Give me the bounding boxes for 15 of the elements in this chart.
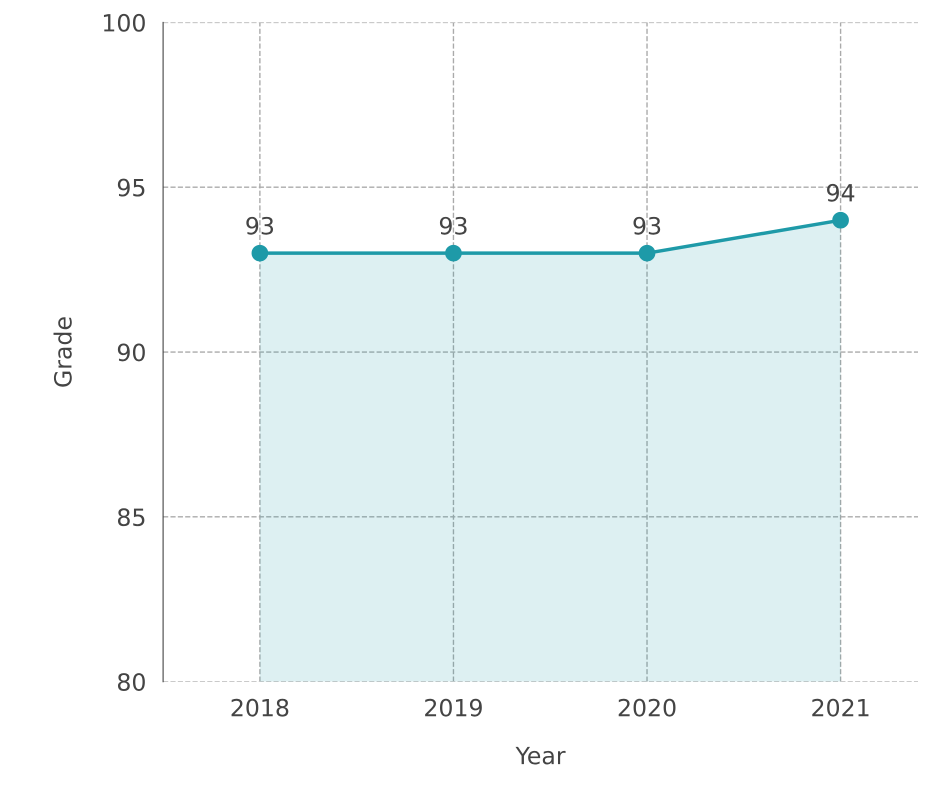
x-tick-label: 2019: [425, 698, 482, 717]
data-label: 93: [633, 216, 660, 235]
data-label: 93: [246, 216, 274, 235]
data-label: 94: [827, 184, 854, 202]
y-tick-label: 95: [118, 178, 144, 197]
x-tick-label: 2021: [812, 698, 868, 717]
y-tick-label: 85: [118, 508, 144, 526]
x-tick-label: 2018: [232, 698, 288, 717]
x-tick-label: 2020: [618, 698, 676, 717]
x-axis-title: Year: [516, 746, 566, 764]
y-tick-label: 90: [118, 343, 145, 362]
y-axis-title: Grade: [54, 317, 72, 387]
y-tick-label: 100: [104, 14, 145, 32]
y-tick-label: 80: [118, 673, 145, 691]
data-label: 93: [440, 216, 467, 235]
